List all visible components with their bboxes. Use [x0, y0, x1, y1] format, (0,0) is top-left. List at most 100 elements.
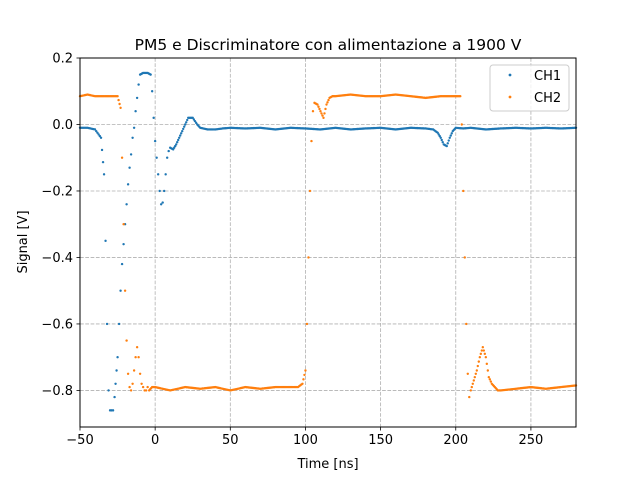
data-point-ch2: [480, 349, 484, 352]
data-point-ch2: [484, 355, 488, 359]
data-point-ch2: [135, 346, 139, 349]
data-point-ch1: [107, 389, 110, 392]
x-tick-label: 100: [293, 433, 318, 448]
data-point-ch2: [462, 189, 465, 193]
data-point-ch2: [460, 123, 463, 126]
data-point-ch1: [150, 90, 154, 93]
data-point-ch1: [129, 153, 133, 156]
data-point-ch1: [114, 382, 117, 385]
data-point-ch2: [126, 372, 130, 376]
data-point-ch2: [129, 389, 133, 392]
data-point-ch2: [307, 256, 310, 259]
data-point-ch1: [185, 121, 188, 124]
data-point-ch1: [98, 134, 102, 138]
data-point-ch2: [302, 378, 305, 381]
data-point-ch2: [463, 256, 466, 259]
data-point-ch1: [176, 141, 179, 144]
data-point-ch2: [471, 382, 474, 385]
x-tick-label: 50: [222, 433, 239, 448]
data-point-ch1: [174, 143, 178, 146]
y-tick-label: 0.2: [52, 52, 73, 67]
data-point-ch1: [125, 203, 128, 206]
data-point-ch2: [327, 98, 330, 102]
legend-marker-ch1: [508, 73, 512, 77]
data-point-ch1: [120, 262, 124, 266]
data-point-ch2: [123, 289, 127, 292]
data-point-ch2: [482, 349, 486, 352]
data-point-ch1: [159, 203, 163, 206]
data-point-ch1: [97, 133, 100, 136]
series-ch2: [78, 93, 578, 399]
data-point-ch2: [479, 352, 483, 356]
data-point-ch2: [131, 382, 134, 385]
data-point-ch2: [317, 105, 320, 108]
data-point-ch2: [316, 103, 319, 106]
data-point-ch2: [322, 116, 325, 120]
y-tick-label: −0.4: [41, 251, 73, 266]
data-point-ch2: [140, 382, 143, 385]
data-point-ch2: [311, 109, 315, 113]
data-point-ch1: [116, 355, 119, 359]
data-point-ch1: [449, 134, 452, 137]
data-point-ch1: [152, 116, 155, 120]
data-point-ch1: [104, 239, 107, 243]
data-point-ch2: [472, 379, 475, 382]
data-point-ch1: [183, 125, 186, 128]
data-point-ch2: [466, 372, 469, 376]
x-tick-label: 0: [151, 433, 159, 448]
data-point-ch1: [164, 173, 167, 176]
data-point-ch1: [102, 173, 106, 176]
data-point-ch1: [135, 96, 139, 100]
data-point-ch2: [118, 102, 121, 106]
y-axis-label: Signal [V]: [16, 210, 31, 273]
data-point-ch1: [180, 132, 183, 135]
series-ch1: [78, 71, 578, 412]
data-point-ch2: [321, 114, 324, 117]
x-axis-label: Time [ns]: [296, 457, 358, 472]
y-tick-label: 0.0: [52, 118, 73, 133]
data-point-ch2: [477, 360, 480, 363]
data-point-ch1: [95, 129, 98, 133]
data-point-ch2: [117, 98, 120, 102]
data-point-ch2: [122, 223, 125, 226]
y-tick-label: −0.6: [41, 317, 73, 332]
data-point-ch1: [155, 156, 158, 159]
data-point-ch2: [144, 389, 148, 392]
data-point-ch2: [318, 107, 321, 111]
data-point-ch1: [101, 160, 105, 164]
data-point-ch1: [100, 148, 104, 152]
data-point-ch2: [324, 107, 327, 111]
data-point-ch2: [481, 346, 485, 349]
y-tick-label: −0.2: [41, 184, 73, 199]
x-axis: −50 0 50 100 150 200 250: [66, 427, 543, 448]
data-point-ch2: [485, 362, 489, 366]
data-point-ch1: [450, 132, 453, 135]
data-point-ch1: [186, 118, 189, 122]
data-point-ch1: [158, 189, 161, 193]
data-point-ch2: [465, 322, 468, 326]
data-point-ch1: [134, 109, 137, 113]
data-point-ch1: [131, 136, 134, 139]
legend-label-ch2: CH2: [534, 91, 561, 106]
data-point-ch1: [447, 139, 450, 142]
data-point-ch2: [469, 389, 472, 392]
data-point-ch2: [137, 355, 140, 359]
data-point-ch1: [177, 138, 180, 142]
y-tick-label: −0.8: [41, 384, 73, 399]
data-point-ch1: [178, 136, 181, 139]
data-point-ch1: [161, 201, 164, 204]
plot-frame: [79, 57, 577, 428]
data-point-ch1: [111, 409, 115, 412]
data-point-ch2: [487, 375, 491, 379]
legend-marker-ch2: [508, 95, 512, 99]
data-point-ch2: [476, 364, 479, 368]
series-layer: [78, 71, 578, 412]
data-point-ch1: [117, 322, 121, 326]
data-point-ch1: [184, 123, 187, 126]
x-tick-label: 200: [443, 433, 468, 448]
data-point-ch1: [137, 83, 140, 86]
data-point-ch2: [475, 369, 478, 372]
data-point-ch1: [113, 395, 116, 399]
data-point-ch1: [156, 173, 160, 176]
